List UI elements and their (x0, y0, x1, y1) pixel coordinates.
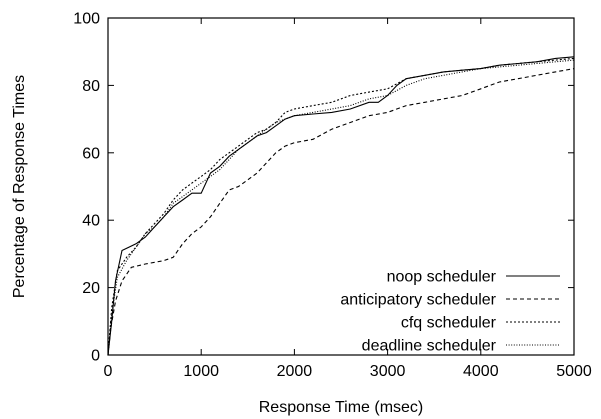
y-axis-label: Percentage of Response Times (11, 75, 28, 298)
series-line-2 (107, 68, 575, 356)
legend-label-4: deadline scheduler (362, 338, 497, 355)
x-tick-label: 5000 (556, 363, 592, 380)
series-layer (107, 56, 575, 356)
y-tick-label: 80 (82, 78, 100, 95)
x-tick-label: 4000 (463, 363, 499, 380)
series-line-4 (107, 59, 575, 356)
x-axis-label: Response Time (msec) (259, 399, 424, 416)
y-tick-label: 20 (82, 280, 100, 297)
x-tick-label: 2000 (277, 363, 313, 380)
series-line-3 (107, 57, 575, 356)
legend-label-3: cfq scheduler (401, 315, 497, 332)
ticks-layer: 0 1000 2000 3000 4000 5000 0 20 40 60 80 100 (73, 11, 592, 381)
x-tick-label: 1000 (183, 363, 219, 380)
y-tick-label: 40 (82, 213, 100, 230)
y-tick-label: 60 (82, 145, 100, 162)
x-tick-label: 3000 (370, 363, 406, 380)
series-line-1 (107, 56, 575, 356)
x-tick-label: 0 (104, 363, 113, 380)
legend: noop scheduler anticipatory scheduler cfq … (340, 269, 560, 355)
plot-frame (107, 17, 575, 356)
legend-label-1: noop scheduler (387, 269, 497, 286)
y-tick-label: 0 (91, 348, 100, 365)
y-tick-label: 100 (73, 11, 100, 28)
legend-label-2: anticipatory scheduler (340, 292, 496, 309)
